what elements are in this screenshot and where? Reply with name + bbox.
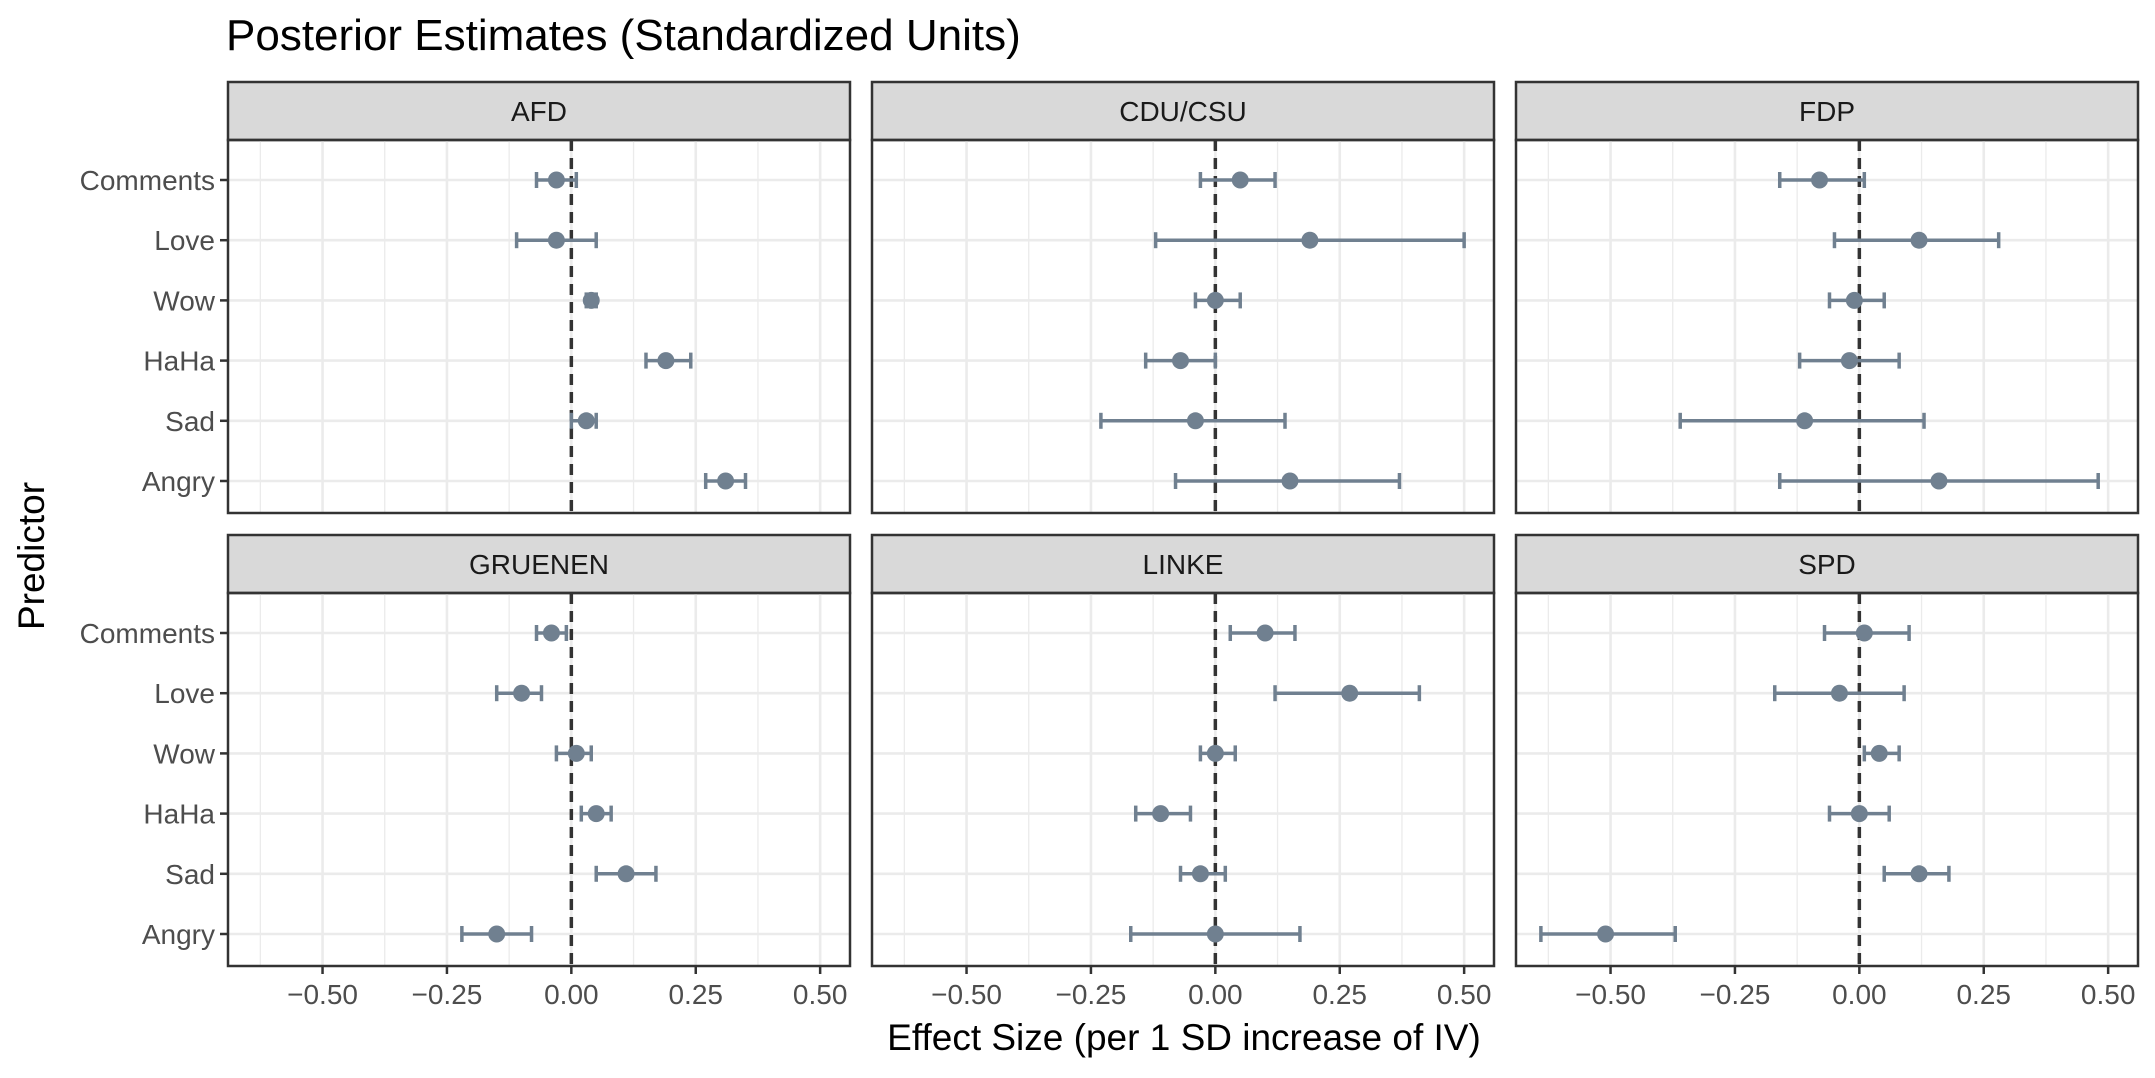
y-tick-label: Sad [165,406,215,437]
estimate-point [1910,231,1928,249]
estimate-point [1186,412,1204,430]
estimate-point [1256,624,1274,642]
x-tick-label: −0.50 [931,979,1002,1010]
estimate-point [1930,472,1948,490]
y-tick-label: Love [154,678,215,709]
estimate-point [1206,291,1224,309]
estimate-point [582,291,600,309]
panel-border [1514,138,2140,515]
x-tick-label: 0.25 [1956,979,2011,1010]
facet-panels: AFD Comments Love Wow HaHa Sad Angry CDU/CSU FDP… [80,80,2140,1010]
y-axis-title: Predictor [11,482,52,630]
estimate-point [547,231,565,249]
estimate-point [1811,171,1829,189]
panel-border [226,591,852,968]
y-tick-label: Comments [80,165,215,196]
estimate-point [1870,744,1888,762]
estimate-point [1206,925,1224,943]
estimate-point [577,412,595,430]
estimate-point [513,684,531,702]
y-tick-label: HaHa [143,799,215,830]
estimate-point [657,352,675,370]
estimate-point [1191,865,1209,883]
facet-panel: SPD −0.50 −0.25 0.00 0.25 0.50 [1514,533,2140,1010]
y-tick-label: Wow [153,285,215,316]
estimate-point [547,171,565,189]
x-tick-label: 0.25 [1312,979,1367,1010]
estimate-point [1301,231,1319,249]
estimate-point [1910,865,1928,883]
x-tick-label: −0.50 [287,979,358,1010]
chart-title: Posterior Estimates (Standardized Units) [226,11,1021,60]
panel-border [226,138,852,515]
x-tick-label: −0.50 [1575,979,1646,1010]
x-axis-title: Effect Size (per 1 SD increase of IV) [887,1017,1481,1058]
estimate-point [1855,624,1873,642]
y-tick-label: Sad [165,859,215,890]
facet-strip-label: FDP [1799,96,1855,127]
estimate-point [488,925,506,943]
facet-strip [870,80,1496,142]
estimate-point [1597,925,1615,943]
y-tick-label: HaHa [143,346,215,377]
x-tick-label: 0.50 [2081,979,2136,1010]
facet-panel: LINKE −0.50 −0.25 0.00 0.25 0.50 [870,533,1496,1010]
x-tick-label: 0.00 [544,979,599,1010]
facet-panel: AFD Comments Love Wow HaHa Sad Angry [80,80,852,515]
estimate-point [587,805,605,823]
estimate-point [1850,805,1868,823]
x-tick-label: −0.25 [1056,979,1127,1010]
y-tick-label: Angry [142,466,215,497]
estimate-point [1152,805,1170,823]
x-tick-label: −0.25 [1700,979,1771,1010]
y-tick-label: Comments [80,618,215,649]
estimate-point [1281,472,1299,490]
panel-border [1514,591,2140,968]
x-tick-label: −0.25 [412,979,483,1010]
estimate-point [1845,291,1863,309]
facet-strip [226,80,852,142]
facet-panel: CDU/CSU [870,80,1496,515]
x-tick-label: 0.00 [1832,979,1887,1010]
facet-strip-label: SPD [1798,549,1856,580]
estimate-point [542,624,560,642]
y-tick-label: Love [154,225,215,256]
estimate-point [1172,352,1190,370]
facet-strip-label: AFD [511,96,567,127]
panel-border [870,138,1496,515]
estimate-point [717,472,735,490]
y-tick-label: Wow [153,738,215,769]
y-tick-label: Angry [142,919,215,950]
facet-strip-label: LINKE [1143,549,1224,580]
estimate-point [1830,684,1848,702]
x-tick-label: 0.50 [1437,979,1492,1010]
facet-panel: FDP [1514,80,2140,515]
estimate-point [1341,684,1359,702]
estimate-point [1206,744,1224,762]
facet-strip [226,533,852,595]
facet-strip [1514,533,2140,595]
panel-border [870,591,1496,968]
facet-strip-label: GRUENEN [469,549,609,580]
estimate-point [1231,171,1249,189]
estimate-point [1796,412,1814,430]
x-tick-label: 0.25 [668,979,723,1010]
estimate-point [617,865,635,883]
x-tick-label: 0.50 [793,979,848,1010]
estimate-point [1840,352,1858,370]
x-tick-label: 0.00 [1188,979,1243,1010]
facet-panel: GRUENEN Comments Love Wow HaHa Sad Angry −0.50 −… [80,533,852,1010]
estimate-point [567,744,585,762]
facet-strip-label: CDU/CSU [1119,96,1247,127]
